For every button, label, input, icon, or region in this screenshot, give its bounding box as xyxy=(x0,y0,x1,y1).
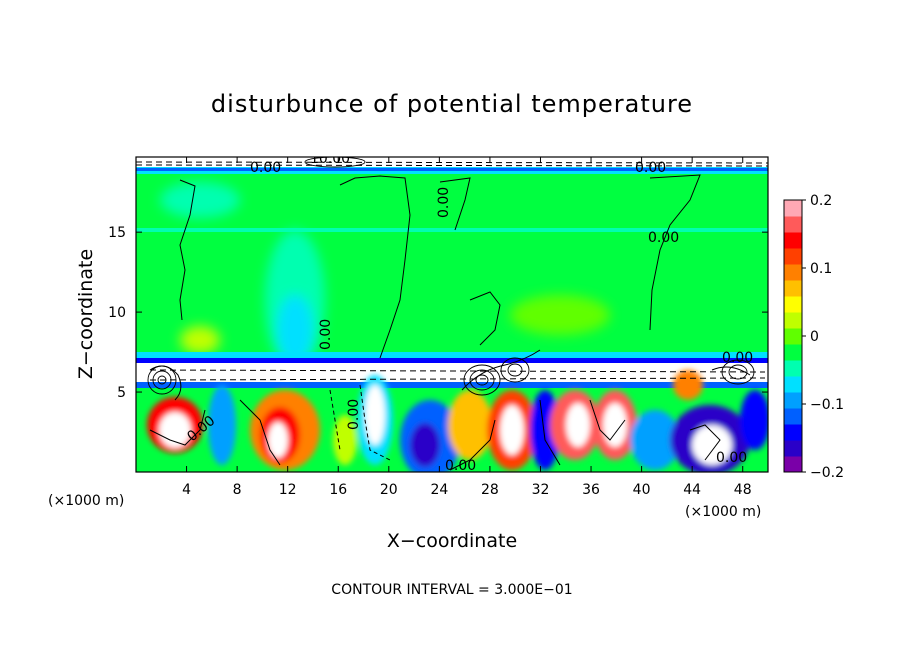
x-tick-label: 32 xyxy=(532,482,550,498)
x-tick-label: 16 xyxy=(329,482,347,498)
inversion-white xyxy=(136,363,768,383)
warm-cell-6-core xyxy=(603,403,627,447)
x-tick-label: 12 xyxy=(279,482,297,498)
x-tick-label: 8 xyxy=(233,482,242,498)
cold-cell-2-core xyxy=(365,385,385,445)
colorbar-swatch xyxy=(784,424,802,441)
x-tick-label: 28 xyxy=(481,482,499,498)
x-tick-label: 24 xyxy=(430,482,448,498)
x-tick-label: 40 xyxy=(633,482,651,498)
colorbar-swatch xyxy=(784,360,802,377)
heatmap-field: 0.00 10.00 0.00 0.00 0.00 0.00 0.00 0.00… xyxy=(136,151,768,474)
colorbar-swatch xyxy=(784,344,802,361)
colorbar-swatch xyxy=(784,440,802,457)
contour-label: 0.00 xyxy=(346,399,362,430)
contour-label: 0.00 xyxy=(318,319,334,350)
colorbar-label: 0.2 xyxy=(810,193,832,209)
x-unit-right: (×1000 m) xyxy=(685,504,761,520)
colorbar-swatch xyxy=(784,200,802,217)
colorbar-swatch xyxy=(784,264,802,281)
plot-frame xyxy=(135,156,769,473)
warm-cell-2-white xyxy=(268,422,288,458)
cyan-plume-core xyxy=(277,295,313,365)
contour-label: 0.00 xyxy=(436,187,452,218)
colorbar-swatch xyxy=(784,328,802,345)
x-unit-left: (×1000 m) xyxy=(48,493,124,509)
colorbar-swatch xyxy=(784,216,802,233)
x-tick-label: 4 xyxy=(182,482,191,498)
cold-cell-3-core xyxy=(410,423,440,467)
colorbar-label: −0.2 xyxy=(810,465,844,481)
stratosphere-stripe xyxy=(136,228,768,232)
x-tick-label: 20 xyxy=(380,482,398,498)
cold-cell-5 xyxy=(630,410,680,470)
inversion-cyan xyxy=(136,352,768,360)
colorbar: 0.2 0.1 0 −0.1 −0.2 xyxy=(783,193,844,481)
warm-patch-right xyxy=(510,295,610,335)
contour-lines xyxy=(149,174,751,471)
cold-cell-1 xyxy=(208,385,236,465)
dashed-contours xyxy=(136,161,768,381)
colorbar-swatch xyxy=(784,280,802,297)
contour-label: 0.00 xyxy=(722,350,753,366)
x-tick-label: 44 xyxy=(683,482,701,498)
x-tick-label: 48 xyxy=(734,482,752,498)
contour-rings xyxy=(147,157,755,396)
x-axis: 4 8 12 16 20 24 28 32 36 40 44 48 xyxy=(182,157,752,498)
contour-interval-note: CONTOUR INTERVAL = 3.000E−01 xyxy=(331,582,572,598)
x-tick-label: 36 xyxy=(582,482,600,498)
warm-cell-4-core xyxy=(500,405,524,455)
cool-patch-top-left xyxy=(160,182,240,218)
top-band-blue xyxy=(136,168,768,171)
y-axis-label: Z−coordinate xyxy=(75,249,97,379)
inversion-lower-blue xyxy=(136,382,768,388)
colorbar-swatch xyxy=(784,376,802,393)
colorbar-swatch xyxy=(784,392,802,409)
chart-title: disturbunce of potential temperature xyxy=(211,90,693,118)
colorbar-swatch xyxy=(784,408,802,425)
colorbar-swatch xyxy=(784,296,802,313)
contour-label: 0.00 xyxy=(445,458,476,474)
colorbar-swatch xyxy=(784,232,802,249)
warm-cell-7 xyxy=(673,370,703,400)
y-tick-label: 5 xyxy=(117,385,126,401)
cold-cell-7 xyxy=(740,390,768,450)
inversion-blue xyxy=(136,358,768,364)
contour-label: 0.00 xyxy=(635,160,666,176)
cold-cell-6-core xyxy=(692,425,732,465)
warm-cell-3 xyxy=(448,390,492,460)
colorbar-swatch xyxy=(784,456,802,473)
colorbar-swatch xyxy=(784,248,802,265)
yellow-cell xyxy=(333,415,357,465)
x-axis-label: X−coordinate xyxy=(387,530,517,552)
colorbar-swatch xyxy=(784,312,802,329)
colorbar-label: 0.1 xyxy=(810,261,832,277)
warm-cell-5-core xyxy=(566,403,590,447)
contour-label: 0.00 xyxy=(250,160,281,176)
contour-label: 10.00 xyxy=(310,151,350,167)
colorbar-label: −0.1 xyxy=(810,397,844,413)
yellow-patch xyxy=(180,326,220,354)
contour-label: 0.00 xyxy=(648,230,679,246)
y-axis: 5 10 15 xyxy=(108,225,768,401)
y-tick-label: 10 xyxy=(108,305,126,321)
colorbar-label: 0 xyxy=(810,329,819,345)
contour-label: 0.00 xyxy=(716,450,747,466)
y-tick-label: 15 xyxy=(108,225,126,241)
